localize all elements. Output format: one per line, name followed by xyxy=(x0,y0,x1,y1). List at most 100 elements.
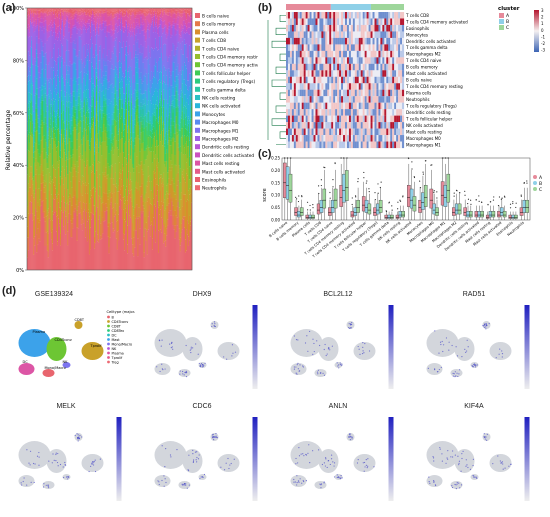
stacked-bar-segment xyxy=(145,8,147,11)
stacked-bar-segment xyxy=(178,207,180,211)
stacked-bar-segment xyxy=(114,86,116,94)
stacked-bar-segment xyxy=(69,19,71,24)
heatmap-cell xyxy=(358,83,361,90)
heatmap-cell xyxy=(398,96,401,103)
stacked-bar-segment xyxy=(113,149,115,185)
stacked-bar-segment xyxy=(159,102,161,109)
stacked-bar-segment xyxy=(46,210,48,216)
stacked-bar-segment xyxy=(154,104,157,117)
stacked-bar-segment xyxy=(144,57,146,69)
heatmap-cell xyxy=(402,109,405,116)
stacked-bar-segment xyxy=(159,171,161,179)
heatmap-cell xyxy=(313,122,316,129)
stacked-bar-segment xyxy=(29,8,31,11)
stacked-bar-segment xyxy=(76,91,78,100)
stacked-bar-segment xyxy=(52,164,55,168)
stacked-bar-segment xyxy=(151,78,154,84)
stacked-bar-segment xyxy=(77,118,79,124)
stacked-bar-segment xyxy=(144,159,146,195)
heatmap-cell xyxy=(297,12,300,19)
stacked-bar-segment xyxy=(50,16,52,21)
stacked-bar-segment xyxy=(77,133,79,167)
heatmap-cell xyxy=(327,96,330,103)
heatmap-cell xyxy=(348,122,351,129)
stacked-bar-segment xyxy=(144,202,146,217)
heatmap-cell xyxy=(366,12,369,19)
stacked-bar-segment xyxy=(95,16,97,30)
stacked-bar-segment xyxy=(134,82,136,90)
stacked-bar-segment xyxy=(130,132,132,139)
stacked-bar-segment xyxy=(49,113,51,119)
stacked-bar-segment xyxy=(136,57,138,63)
heatmap-cell xyxy=(376,135,379,142)
stacked-bar-segment xyxy=(145,222,147,230)
stacked-bar-segment xyxy=(137,105,139,123)
stacked-bar-segment xyxy=(52,70,55,79)
stacked-bar-segment xyxy=(70,214,72,221)
stacked-bar-segment xyxy=(66,15,68,21)
heatmap-cell xyxy=(333,102,336,110)
stacked-bar-segment xyxy=(124,27,127,31)
stacked-bar-segment xyxy=(129,101,131,106)
stacked-bar-segment xyxy=(143,103,145,117)
stacked-bar-segment xyxy=(111,133,113,144)
legend-label: T cells CD4 memory activated xyxy=(201,63,258,69)
stacked-bar-segment xyxy=(47,135,49,139)
stacked-bar-segment xyxy=(121,47,124,72)
stacked-bar-segment xyxy=(174,9,176,11)
stacked-bar-segment xyxy=(169,112,171,129)
stacked-bar-segment xyxy=(94,85,96,109)
stacked-bar-segment xyxy=(55,35,58,38)
stacked-bar-segment xyxy=(76,14,78,23)
stacked-bar-segment xyxy=(94,154,96,161)
stacked-bar-segment xyxy=(40,11,42,13)
stacked-bar-segment xyxy=(94,108,96,124)
heatmap-cell xyxy=(307,50,310,58)
stacked-bar-segment xyxy=(28,66,30,76)
stacked-bar-segment xyxy=(102,180,104,203)
stacked-bar-segment xyxy=(33,25,35,33)
stacked-bar-segment xyxy=(80,208,82,215)
stacked-bar-segment xyxy=(55,13,58,17)
stacked-bar-segment xyxy=(110,173,112,179)
stacked-bar-segment xyxy=(101,220,103,239)
heatmap-cell xyxy=(360,70,363,77)
stacked-bar-segment xyxy=(132,8,134,11)
stacked-bar-segment xyxy=(190,8,193,11)
stacked-bar-segment xyxy=(169,89,171,97)
stacked-bar-segment xyxy=(152,116,155,127)
stacked-bar-segment xyxy=(108,153,110,167)
heatmap-cell xyxy=(331,70,334,77)
y-tick-label: 0.00 xyxy=(271,218,280,223)
heatmap-cell xyxy=(341,89,344,97)
stacked-bar-segment xyxy=(176,135,178,174)
stacked-bar-segment xyxy=(171,27,173,36)
heatmap-cell xyxy=(313,44,316,51)
stacked-bar-segment xyxy=(169,128,171,138)
heatmap-cell xyxy=(348,102,351,110)
stacked-bar-segment xyxy=(175,215,177,232)
heatmap-cell xyxy=(388,50,391,58)
stacked-bar-segment xyxy=(82,176,84,184)
stacked-bar-segment xyxy=(178,125,180,130)
stacked-bar-segment xyxy=(105,8,107,9)
stacked-bar-segment xyxy=(41,41,43,51)
stacked-bar-segment xyxy=(94,21,96,25)
heatmap-cell xyxy=(366,44,369,51)
stacked-bar-segment xyxy=(105,88,107,100)
dendrogram-branch xyxy=(271,79,286,87)
heatmap-cell xyxy=(394,18,397,26)
stacked-bar-segment xyxy=(78,15,80,24)
stacked-bar-segment xyxy=(116,8,118,12)
stacked-bar-segment xyxy=(148,150,150,176)
stacked-bar-segment xyxy=(50,104,52,107)
stacked-bar-segment xyxy=(188,8,191,11)
stacked-bar-segment xyxy=(159,116,161,126)
stacked-bar-segment xyxy=(96,189,98,208)
stacked-bar-segment xyxy=(190,11,193,15)
heatmap-row-label: Dendritic cells activated xyxy=(406,39,456,44)
stacked-bar-segment xyxy=(119,199,122,270)
heatmap-cell xyxy=(345,12,348,19)
stacked-bar-segment xyxy=(180,10,182,14)
stacked-bar-segment xyxy=(76,78,78,92)
